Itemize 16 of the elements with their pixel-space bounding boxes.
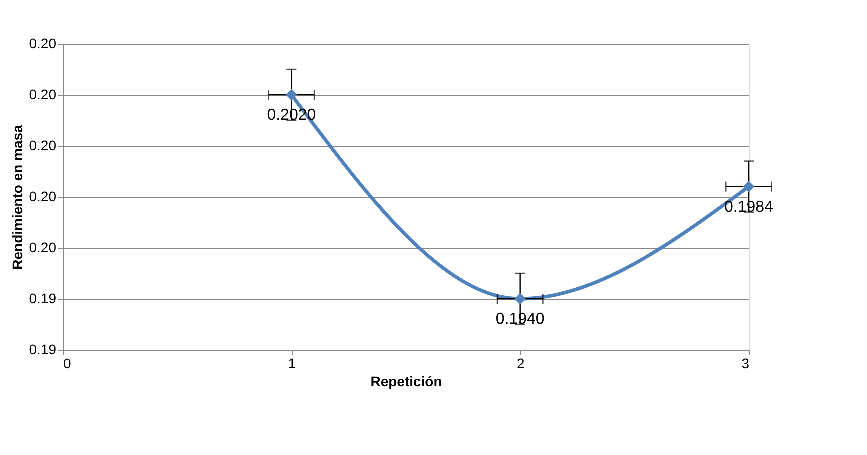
- y-tick-label: 0.20: [29, 240, 57, 256]
- x-tick-label: 1: [288, 356, 296, 372]
- x-tick-label: 3: [742, 356, 750, 372]
- point: [514, 293, 526, 305]
- y-tick-label: 0.20: [29, 188, 57, 204]
- y-tick-label: 0.19: [29, 342, 57, 358]
- y-tick-label: 0.20: [29, 86, 57, 102]
- y-axis-title: Rendimiento en masa: [9, 124, 26, 270]
- x-axis-title: Repetición: [370, 374, 442, 390]
- y-tick-label: 0.19: [29, 290, 57, 306]
- point: [286, 89, 298, 101]
- x-tick-label: 0: [64, 356, 72, 372]
- x-tick-label: 2: [516, 356, 525, 372]
- point: [743, 181, 755, 192]
- y-tick-label: 0.20: [29, 138, 57, 154]
- y-tick-label: 0.20: [29, 36, 57, 52]
